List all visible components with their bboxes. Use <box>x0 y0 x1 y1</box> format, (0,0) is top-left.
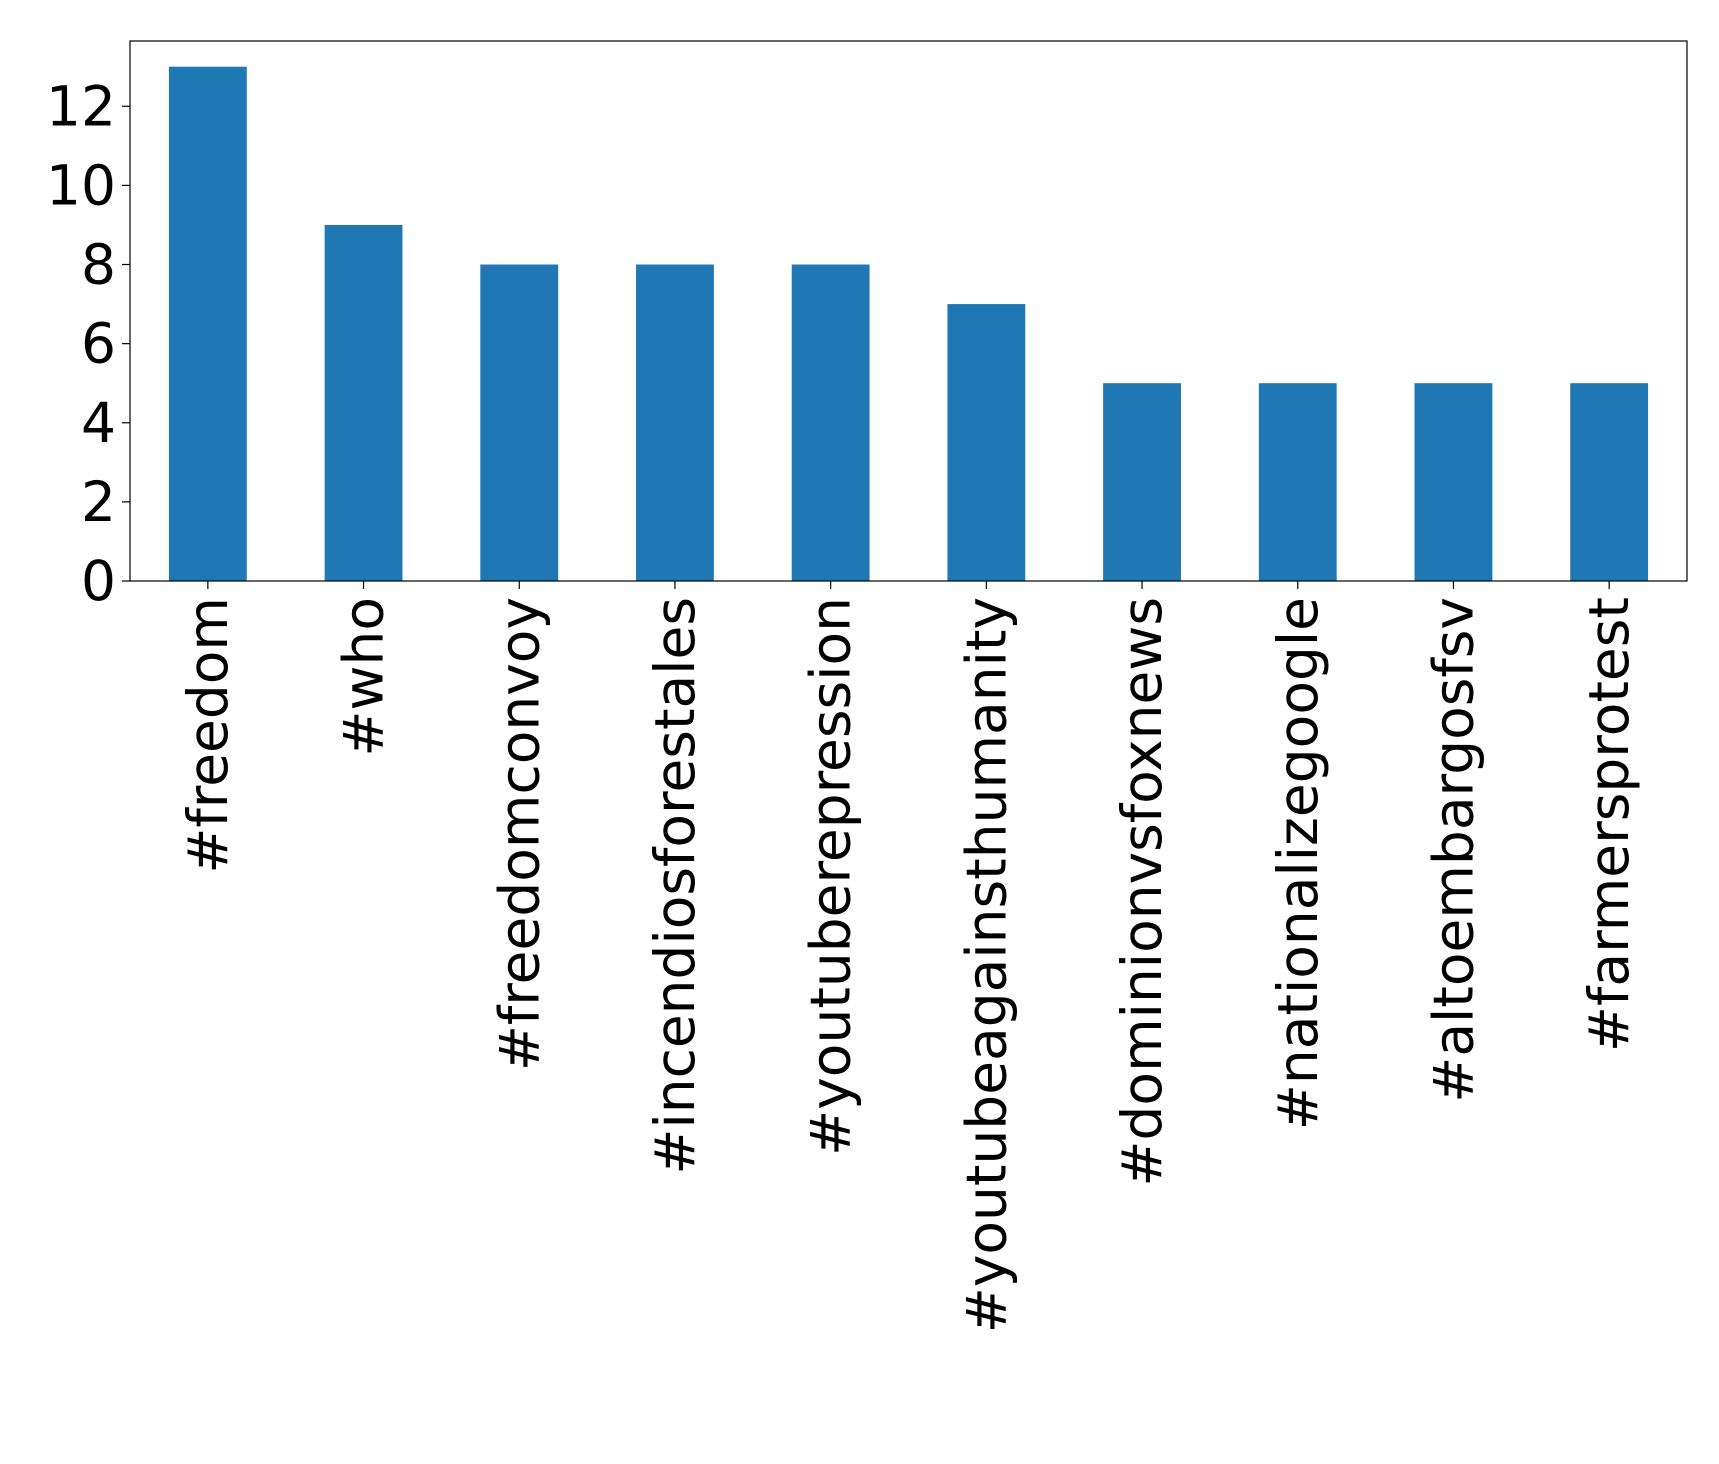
bar <box>324 224 403 581</box>
x-tick-label: #farmersprotest <box>1577 597 1641 1052</box>
y-tick-label: 6 <box>81 312 116 376</box>
bar <box>1258 383 1337 581</box>
bar <box>1414 383 1493 581</box>
y-tick-label: 0 <box>81 549 116 613</box>
y-tick-label: 4 <box>81 391 116 455</box>
plot-frame <box>129 40 1688 582</box>
x-tick-label: #youtuberepression <box>799 597 863 1156</box>
y-tick-label: 2 <box>81 470 116 534</box>
bar <box>1570 383 1649 581</box>
y-tick-label: 8 <box>81 233 116 297</box>
x-tick-label: #nationalizegoogle <box>1266 597 1330 1130</box>
x-tick-label: #incendiosforestales <box>643 597 707 1175</box>
bar <box>791 264 870 581</box>
bar <box>1103 383 1181 581</box>
x-tick-label: #dominionvsfoxnews <box>1110 597 1174 1187</box>
x-tick-label: #youtubeagainsthumanity <box>954 597 1018 1333</box>
y-tick-label: 10 <box>46 153 116 217</box>
x-tick-label: #altoembargosfsv <box>1421 597 1485 1103</box>
bar <box>168 66 247 581</box>
bar <box>480 264 559 581</box>
x-tick-label: #freedom <box>176 597 240 874</box>
y-tick-label: 12 <box>46 74 116 138</box>
x-tick-label: #freedomconvoy <box>487 597 551 1071</box>
x-tick-label: #who <box>332 597 396 757</box>
bar <box>636 264 714 581</box>
bar <box>947 304 1026 581</box>
